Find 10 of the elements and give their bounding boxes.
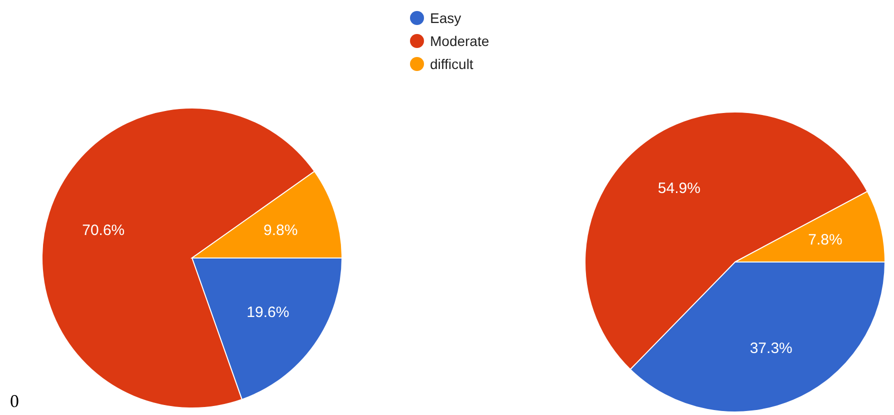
text: 0 [10,391,19,411]
data-label: 7.8% [808,232,842,249]
data-label: 54.9% [658,180,700,197]
legend-label: difficult [430,56,474,72]
data-label: 9.8% [264,222,298,240]
legend-label: Easy [430,10,462,26]
data-label: 37.3% [750,340,792,357]
legend-label: Moderate [430,32,490,49]
data-label: 70.6% [82,222,125,240]
data-label: 19.6% [246,304,290,321]
